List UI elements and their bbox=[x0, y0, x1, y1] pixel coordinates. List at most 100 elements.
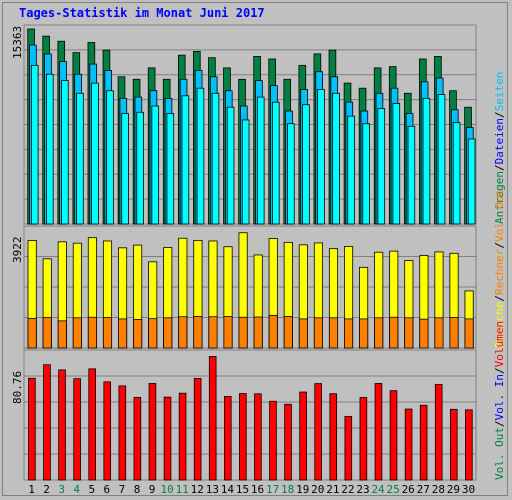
y-tick-label: 3922 bbox=[11, 237, 24, 264]
bar-volumen bbox=[223, 396, 232, 481]
bar-rechner bbox=[434, 317, 444, 349]
legend-top: Anfragen/Dateien/Seiten bbox=[493, 72, 506, 224]
bar-rechner bbox=[148, 318, 158, 349]
bar-seiten bbox=[106, 90, 114, 225]
bar-volumen bbox=[178, 392, 187, 481]
bar-rechner bbox=[57, 320, 67, 349]
bar-rechner bbox=[238, 316, 248, 349]
bar-seiten bbox=[136, 111, 144, 225]
legend-entry: / bbox=[493, 367, 506, 374]
x-tick-label: 9 bbox=[149, 483, 156, 496]
x-tick-label: 24 bbox=[371, 483, 385, 496]
legend-entry: Vol. Out bbox=[493, 189, 506, 242]
bar-seiten bbox=[45, 73, 54, 225]
bar-rechner bbox=[72, 317, 82, 349]
bar-volumen bbox=[314, 383, 322, 481]
x-tick-label: 30 bbox=[462, 483, 475, 496]
bar-seiten bbox=[302, 104, 310, 225]
bar-rechner bbox=[193, 316, 203, 349]
bar-volumen bbox=[374, 383, 383, 481]
bar-volumen bbox=[344, 415, 353, 481]
x-tick-label: 5 bbox=[88, 483, 95, 496]
bar-seiten bbox=[196, 87, 205, 225]
x-tick-label: 23 bbox=[356, 483, 369, 496]
y-tick-label: 15363 bbox=[11, 26, 24, 59]
legend-entry: Vol. Out bbox=[493, 427, 506, 480]
bar-volumen bbox=[58, 369, 66, 481]
bar-volumen bbox=[269, 400, 277, 481]
bar-volumen bbox=[118, 385, 127, 481]
legend-bottom: Vol. Out/Vol. In/Volumen bbox=[493, 321, 506, 480]
bar-seiten bbox=[271, 101, 280, 225]
bar-volumen bbox=[88, 368, 96, 481]
bar-volumen bbox=[73, 378, 81, 481]
bar-volumen bbox=[359, 397, 368, 481]
legend-entry: / bbox=[493, 295, 506, 302]
bar-seiten bbox=[422, 97, 431, 225]
bar-seiten bbox=[362, 123, 370, 225]
legend-entry: Volumen bbox=[493, 321, 506, 367]
legend-entry: Seiten bbox=[493, 72, 506, 112]
bar-rechner bbox=[27, 317, 37, 349]
x-tick-label: 19 bbox=[296, 483, 309, 496]
bar-rechner bbox=[133, 319, 143, 349]
bar-seiten bbox=[317, 89, 325, 225]
x-tick-label: 6 bbox=[104, 483, 111, 496]
legend-middle: Besuche/Rechner/Vol. Out bbox=[493, 189, 506, 348]
x-tick-label: 27 bbox=[417, 483, 430, 496]
bar-rechner bbox=[283, 316, 293, 349]
legend-entry: Vol. In bbox=[493, 374, 506, 420]
bar-rechner bbox=[178, 316, 188, 349]
x-tick-label: 28 bbox=[432, 483, 445, 496]
bar-seiten bbox=[392, 103, 401, 225]
legend-entry: Besuche bbox=[493, 302, 506, 348]
x-tick-label: 11 bbox=[176, 483, 189, 496]
bar-seiten bbox=[61, 80, 69, 225]
legend-entry: / bbox=[493, 111, 506, 118]
bar-rechner bbox=[344, 318, 354, 349]
bar-rechner bbox=[42, 317, 52, 349]
bar-rechner bbox=[313, 317, 323, 349]
bar-rechner bbox=[208, 316, 218, 349]
bar-volumen bbox=[163, 396, 172, 481]
bar-seiten bbox=[181, 95, 190, 225]
bar-seiten bbox=[467, 138, 476, 225]
bar-rechner bbox=[163, 317, 173, 349]
x-tick-label: 13 bbox=[206, 483, 219, 496]
bar-rechner bbox=[118, 318, 128, 349]
x-tick-label: 8 bbox=[134, 483, 141, 496]
x-tick-label: 7 bbox=[119, 483, 126, 496]
bar-rechner bbox=[87, 316, 97, 349]
x-tick-label: 10 bbox=[161, 483, 174, 496]
y-tick-label: 80.76 bbox=[11, 371, 24, 404]
legend-entry: / bbox=[493, 420, 506, 427]
bar-seiten bbox=[437, 94, 446, 225]
bar-rechner bbox=[328, 317, 339, 349]
bar-rechner bbox=[359, 318, 369, 349]
bar-volumen bbox=[148, 383, 157, 481]
x-tick-label: 15 bbox=[236, 483, 249, 496]
bar-seiten bbox=[256, 96, 265, 225]
x-tick-label: 20 bbox=[311, 483, 324, 496]
bar-volumen bbox=[133, 396, 142, 481]
bar-volumen bbox=[434, 383, 443, 481]
bar-volumen bbox=[193, 378, 202, 481]
bar-seiten bbox=[91, 82, 99, 225]
bar-rechner bbox=[298, 318, 308, 349]
panel-bottom bbox=[23, 349, 477, 481]
bar-volumen bbox=[465, 409, 473, 481]
x-tick-label: 1 bbox=[28, 483, 35, 496]
bar-volumen bbox=[329, 393, 338, 481]
bar-rechner bbox=[253, 316, 263, 349]
legend-entry: / bbox=[493, 242, 506, 249]
bar-volumen bbox=[449, 408, 458, 481]
bar-seiten bbox=[121, 113, 129, 225]
x-tick-label: 25 bbox=[387, 483, 400, 496]
bar-volumen bbox=[299, 391, 307, 481]
x-tick-label: 22 bbox=[341, 483, 354, 496]
bar-rechner bbox=[268, 314, 278, 349]
bar-volumen bbox=[404, 408, 413, 481]
x-tick-label: 17 bbox=[266, 483, 279, 496]
